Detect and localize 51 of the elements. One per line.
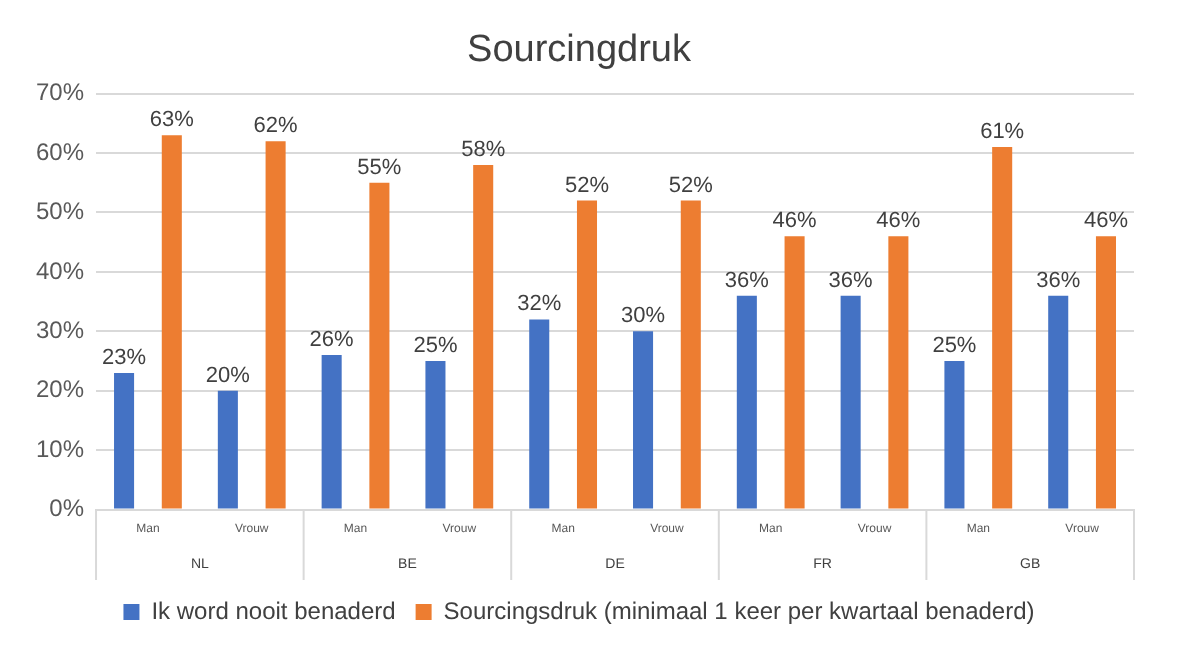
bar	[265, 141, 286, 509]
bar	[425, 361, 446, 509]
data-label: 36%	[1036, 268, 1081, 293]
data-label: 58%	[461, 137, 506, 162]
legend-label: Sourcingsdruk (minimaal 1 keer per kwartaal benaderd)	[443, 596, 1035, 625]
bar	[321, 355, 342, 509]
data-label: 46%	[772, 209, 818, 234]
data-label: 46%	[1083, 209, 1129, 234]
data-label: 23%	[102, 345, 147, 370]
y-tick-label: 20%	[35, 375, 85, 404]
data-label: 52%	[564, 173, 610, 198]
bar	[992, 147, 1013, 509]
y-tick-label: 50%	[35, 197, 85, 226]
bar	[369, 182, 390, 509]
data-label: 26%	[309, 328, 355, 353]
legend-label: Ik word nooit benaderd	[151, 596, 396, 625]
bar	[888, 236, 909, 509]
y-tick-label: 40%	[35, 256, 85, 285]
data-label: 46%	[876, 209, 921, 234]
data-label: 61%	[980, 120, 1025, 145]
bar	[529, 319, 550, 509]
data-label: 36%	[724, 268, 770, 293]
bar	[840, 295, 861, 509]
y-tick-label: 10%	[35, 434, 85, 463]
bar	[473, 164, 494, 509]
bar	[944, 361, 965, 509]
bar	[736, 295, 757, 509]
y-tick-label: 60%	[35, 137, 85, 166]
bar	[1095, 236, 1116, 509]
data-label: 36%	[828, 268, 874, 293]
bar	[784, 236, 805, 509]
bar	[633, 331, 654, 509]
bar	[217, 390, 238, 509]
bar	[161, 135, 182, 509]
y-tick-label: 0%	[49, 494, 85, 523]
bar	[576, 200, 598, 509]
y-tick-label: 30%	[35, 315, 85, 344]
data-label: 32%	[517, 292, 562, 317]
y-tick-label: 70%	[35, 78, 85, 107]
bar	[114, 372, 135, 509]
data-label: 62%	[253, 114, 299, 139]
bar	[1048, 295, 1069, 509]
data-label: 25%	[932, 334, 977, 359]
data-label: 30%	[621, 304, 666, 329]
bar	[680, 200, 701, 509]
data-label: 63%	[149, 108, 195, 133]
data-label: 52%	[668, 173, 714, 198]
data-label: 20%	[205, 363, 251, 388]
chart-title: Sourcingdruk	[467, 29, 692, 72]
data-label: 55%	[357, 155, 402, 180]
data-label: 25%	[413, 334, 458, 359]
